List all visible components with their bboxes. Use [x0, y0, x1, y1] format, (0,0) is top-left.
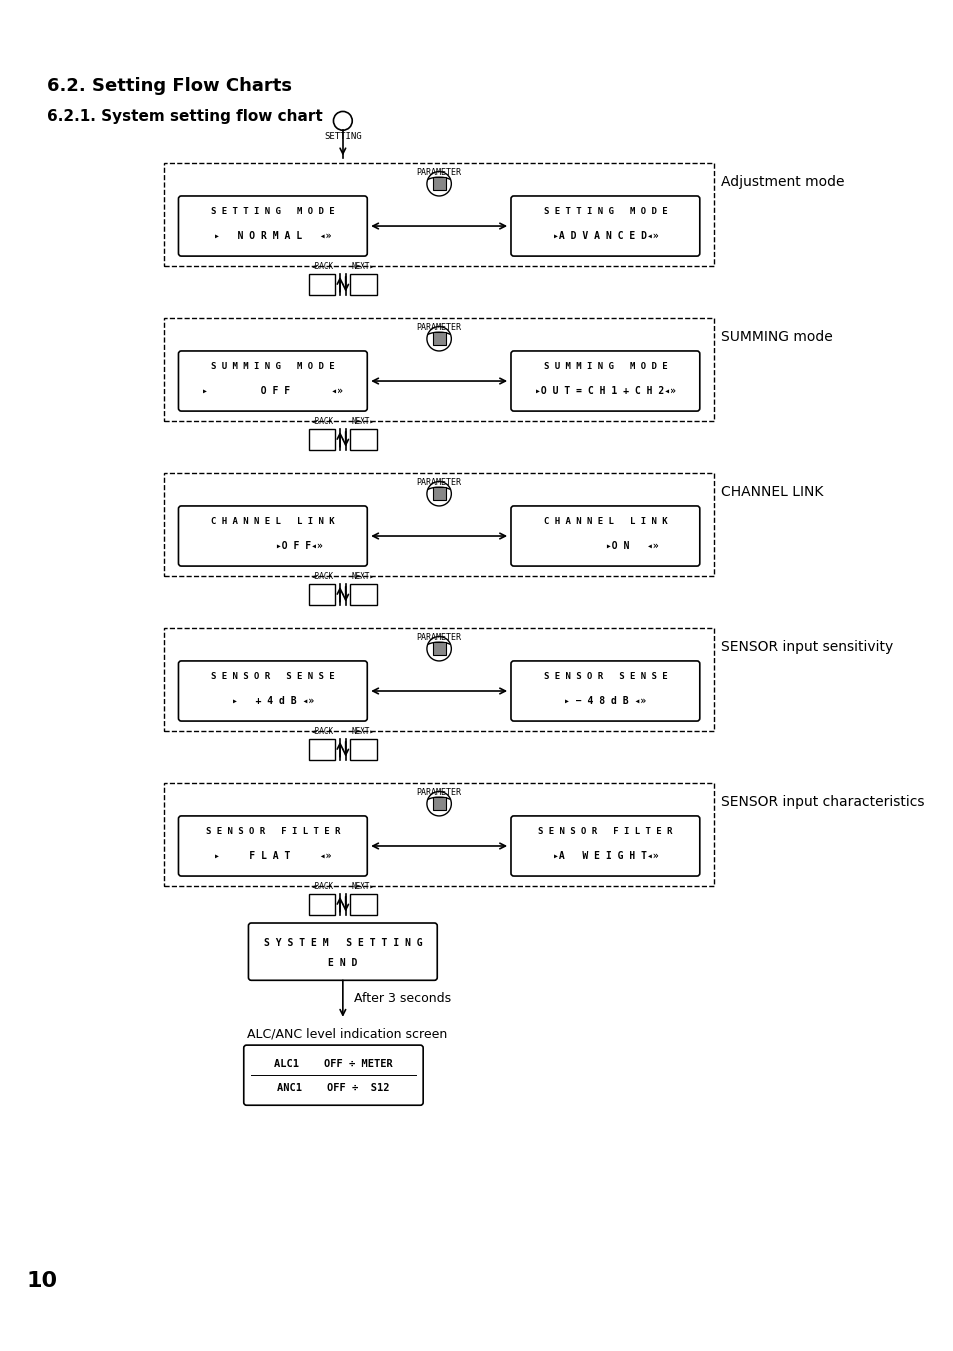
Text: ▸O U T = C H 1 + C H 2◂»: ▸O U T = C H 1 + C H 2◂»	[535, 386, 675, 396]
Text: ALC1    OFF ÷ METER: ALC1 OFF ÷ METER	[274, 1059, 393, 1069]
Text: ▸A D V A N C E D◂»: ▸A D V A N C E D◂»	[552, 231, 658, 242]
Bar	[309, 739, 335, 759]
Text: NEXT▸: NEXT▸	[352, 727, 375, 736]
Text: SENSOR input characteristics: SENSOR input characteristics	[720, 794, 923, 809]
FancyBboxPatch shape	[511, 816, 700, 875]
FancyBboxPatch shape	[248, 923, 436, 981]
Text: C H A N N E L   L I N K: C H A N N E L L I N K	[211, 517, 335, 527]
Text: S E N S O R   F I L T E R: S E N S O R F I L T E R	[537, 827, 672, 836]
Text: 10: 10	[27, 1271, 57, 1292]
Text: SENSOR input sensitivity: SENSOR input sensitivity	[720, 640, 893, 654]
Bar	[432, 642, 445, 655]
Text: S E N S O R   S E N S E: S E N S O R S E N S E	[543, 673, 666, 681]
Text: S E T T I N G   M O D E: S E T T I N G M O D E	[211, 208, 335, 216]
Text: PARAMETER: PARAMETER	[416, 478, 461, 486]
Bar	[432, 177, 445, 190]
Text: NEXT▸: NEXT▸	[352, 571, 375, 581]
Bar	[309, 894, 335, 915]
Text: PARAMETER: PARAMETER	[416, 632, 461, 642]
Text: 6.2. Setting Flow Charts: 6.2. Setting Flow Charts	[47, 77, 292, 95]
Text: NEXT▸: NEXT▸	[352, 417, 375, 426]
Text: ALC/ANC level indication screen: ALC/ANC level indication screen	[246, 1027, 446, 1040]
Bar	[309, 584, 335, 605]
FancyBboxPatch shape	[178, 816, 367, 875]
Text: SETTING: SETTING	[324, 132, 361, 141]
FancyBboxPatch shape	[178, 507, 367, 566]
Text: C H A N N E L   L I N K: C H A N N E L L I N K	[543, 517, 666, 527]
Bar	[164, 784, 713, 886]
Text: Adjustment mode: Adjustment mode	[720, 174, 844, 189]
Bar	[432, 797, 445, 811]
Bar	[350, 584, 376, 605]
Bar	[164, 628, 713, 731]
Text: S E N S O R   F I L T E R: S E N S O R F I L T E R	[206, 827, 339, 836]
Text: ▸ − 4 8 d B ◂»: ▸ − 4 8 d B ◂»	[563, 696, 646, 707]
Text: PARAMETER: PARAMETER	[416, 788, 461, 797]
Text: E N D: E N D	[328, 958, 357, 969]
Text: ▸A   W E I G H T◂»: ▸A W E I G H T◂»	[552, 851, 658, 862]
FancyBboxPatch shape	[178, 196, 367, 257]
Text: S Y S T E M   S E T T I N G: S Y S T E M S E T T I N G	[263, 938, 422, 948]
Text: ◂BACK: ◂BACK	[311, 882, 334, 892]
FancyBboxPatch shape	[511, 196, 700, 257]
Text: ◂BACK: ◂BACK	[311, 262, 334, 272]
Text: CHANNEL LINK: CHANNEL LINK	[720, 485, 822, 499]
Text: NEXT▸: NEXT▸	[352, 882, 375, 892]
Bar	[350, 739, 376, 759]
Text: ANC1    OFF ÷  S12: ANC1 OFF ÷ S12	[277, 1084, 389, 1093]
FancyBboxPatch shape	[511, 507, 700, 566]
Bar	[164, 163, 713, 266]
Text: PARAMETER: PARAMETER	[416, 168, 461, 177]
Text: ◂BACK: ◂BACK	[311, 727, 334, 736]
Bar	[350, 894, 376, 915]
FancyBboxPatch shape	[178, 351, 367, 411]
Text: ◂BACK: ◂BACK	[311, 571, 334, 581]
Text: 6.2.1. System setting flow chart: 6.2.1. System setting flow chart	[47, 108, 322, 124]
Bar	[350, 428, 376, 450]
Text: ▸O N   ◂»: ▸O N ◂»	[552, 542, 658, 551]
FancyBboxPatch shape	[511, 351, 700, 411]
Text: SUMMING mode: SUMMING mode	[720, 330, 832, 345]
FancyBboxPatch shape	[178, 661, 367, 721]
Bar	[350, 274, 376, 295]
FancyBboxPatch shape	[244, 1046, 423, 1105]
Text: PARAMETER: PARAMETER	[416, 323, 461, 332]
Text: NEXT▸: NEXT▸	[352, 262, 375, 272]
Bar	[164, 473, 713, 577]
Text: ◂BACK: ◂BACK	[311, 417, 334, 426]
Text: S U M M I N G   M O D E: S U M M I N G M O D E	[543, 362, 666, 372]
FancyBboxPatch shape	[511, 661, 700, 721]
Bar	[309, 274, 335, 295]
Text: ▸   N O R M A L   ◂»: ▸ N O R M A L ◂»	[213, 231, 332, 242]
Text: ▸O F F◂»: ▸O F F◂»	[223, 542, 322, 551]
Text: ▸     F L A T     ◂»: ▸ F L A T ◂»	[213, 851, 332, 862]
Text: ▸         O F F       ◂»: ▸ O F F ◂»	[202, 386, 343, 396]
Text: ▸   + 4 d B ◂»: ▸ + 4 d B ◂»	[232, 696, 314, 707]
Bar	[164, 317, 713, 422]
Text: S U M M I N G   M O D E: S U M M I N G M O D E	[211, 362, 335, 372]
Text: After 3 seconds: After 3 seconds	[354, 992, 451, 1005]
Bar	[432, 488, 445, 500]
Text: S E N S O R   S E N S E: S E N S O R S E N S E	[211, 673, 335, 681]
Bar	[432, 332, 445, 346]
Text: S E T T I N G   M O D E: S E T T I N G M O D E	[543, 208, 666, 216]
Bar	[309, 428, 335, 450]
